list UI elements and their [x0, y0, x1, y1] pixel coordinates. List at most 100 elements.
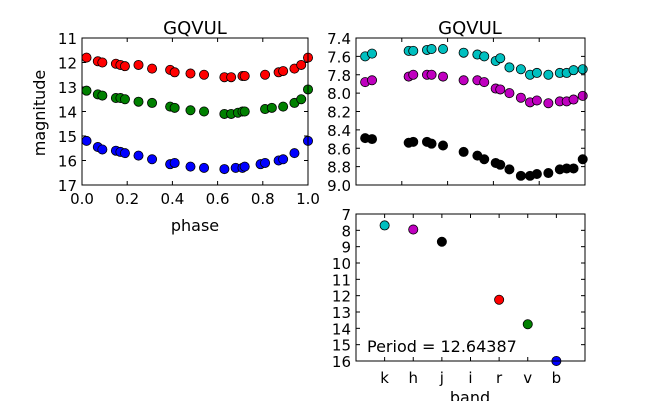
left-red-point [81, 52, 92, 63]
right-top-black-point [426, 138, 437, 149]
band-y-tick-label: 7 [341, 206, 351, 224]
right-top-magenta-point [515, 92, 526, 103]
band-point-j [436, 236, 447, 247]
band-y-tick-label: 10 [332, 255, 351, 273]
right-top-magenta-point [479, 77, 490, 88]
left-red-point [147, 63, 158, 74]
right-top-cyan-point [568, 65, 579, 76]
left-x-tick-label: 0.8 [251, 190, 275, 208]
right-top-black-point [515, 170, 526, 181]
left-blue-point [289, 148, 300, 159]
left-y-tick-label: 15 [58, 128, 77, 146]
right-top-cyan-point [515, 64, 526, 75]
left-blue-point [133, 150, 144, 161]
left-red-point [260, 69, 271, 80]
band-point-r [494, 294, 505, 305]
right-top-magenta-point [568, 94, 579, 105]
right-top-black-point [504, 164, 515, 175]
right-top-black-point [568, 163, 579, 174]
left-plot-frame [81, 37, 309, 186]
band-y-tick-label: 15 [332, 337, 351, 355]
right-top-light-curve-panel: GQVUL 7.47.67.88.08.28.48.68.89.0 [327, 18, 588, 195]
left-green-point [133, 96, 144, 107]
left-x-tick-label: 0.6 [206, 190, 230, 208]
right-top-cyan-point [438, 44, 449, 55]
right-top-magenta-point [458, 75, 469, 86]
left-green-point [81, 85, 92, 96]
right-top-cyan-point [577, 64, 588, 75]
right-top-black-point [543, 168, 554, 179]
band-y-tick-label: 14 [332, 320, 351, 338]
right-top-y-tick-label: 8.6 [327, 140, 351, 158]
left-red-point [199, 69, 210, 80]
period-annotation: Period = 12.64387 [367, 337, 517, 356]
left-red-point [296, 59, 307, 70]
left-green-point [266, 102, 277, 113]
right-top-magenta-point [495, 84, 506, 95]
right-top-cyan-point [426, 44, 437, 55]
band-x-tick-label: j [439, 369, 444, 387]
right-top-black-point [408, 136, 419, 147]
left-green-point [199, 106, 210, 117]
right-top-y-tick-label: 9.0 [327, 177, 351, 195]
band-x-axis-label: band [450, 388, 490, 401]
left-blue-point [97, 144, 108, 155]
right-top-y-tick-label: 7.4 [327, 30, 351, 48]
left-x-tick-label: 0.2 [115, 190, 139, 208]
band-y-tick-label: 11 [332, 271, 351, 289]
right-top-black-point [438, 140, 449, 151]
left-x-tick-label: 0.4 [160, 190, 184, 208]
left-red-point [278, 66, 289, 77]
left-red-point [226, 72, 237, 83]
right-top-magenta-point [543, 98, 554, 109]
right-top-cyan-point [367, 48, 378, 59]
band-x-tick-label: h [408, 369, 418, 387]
right-top-black-point [367, 134, 378, 145]
left-blue-point [260, 157, 271, 168]
left-blue-point [185, 161, 196, 172]
left-y-tick-label: 16 [58, 153, 77, 171]
left-blue-point [199, 162, 210, 173]
left-y-tick-label: 12 [58, 55, 77, 73]
left-x-tick-label: 0.0 [70, 190, 94, 208]
left-y-axis-label: magnitude [30, 70, 49, 157]
right-top-magenta-point [577, 90, 588, 101]
right-top-plot-frame [355, 37, 586, 186]
right-top-y-tick-label: 8.8 [327, 159, 351, 177]
left-blue-point [147, 154, 158, 165]
right-top-black-point [577, 154, 588, 165]
left-y-tick-label: 13 [58, 79, 77, 97]
left-red-point [239, 70, 250, 81]
right-top-magenta-point [504, 88, 515, 99]
right-top-cyan-point [531, 67, 542, 78]
left-y-tick-label: 17 [58, 177, 77, 195]
band-y-tick-label: 16 [332, 353, 351, 371]
left-blue-point [81, 135, 92, 146]
right-top-black-point [458, 146, 469, 157]
left-light-curve-panel: GQVUL phase magnitude 11 12 13 14 15 16 170.0 0… [30, 18, 320, 235]
band-y-tick-label: 13 [332, 304, 351, 322]
right-top-cyan-point [479, 51, 490, 62]
right-top-cyan-point [504, 62, 515, 73]
left-red-point [133, 59, 144, 70]
right-top-magenta-point [531, 95, 542, 106]
right-top-cyan-point [408, 45, 419, 56]
left-green-point [239, 106, 250, 117]
left-green-point [97, 90, 108, 101]
left-y-tick-label: 11 [58, 30, 77, 48]
left-y-tick-label: 14 [58, 104, 77, 122]
right-top-black-point [495, 159, 506, 170]
band-point-k [379, 220, 390, 231]
band-magnitude-panel: band Period = 12.64387 78910111213141516… [332, 206, 586, 401]
left-x-axis-label: phase [171, 216, 219, 235]
band-point-h [408, 224, 419, 235]
left-green-point [278, 101, 289, 112]
band-point-v [522, 319, 533, 330]
right-top-cyan-point [458, 47, 469, 58]
left-blue-point [169, 157, 180, 168]
band-x-tick-label: r [496, 369, 503, 387]
left-chart-title: GQVUL [163, 18, 227, 39]
right-top-magenta-point [438, 71, 449, 82]
left-green-point [119, 94, 130, 105]
band-x-tick-label: v [523, 369, 532, 387]
